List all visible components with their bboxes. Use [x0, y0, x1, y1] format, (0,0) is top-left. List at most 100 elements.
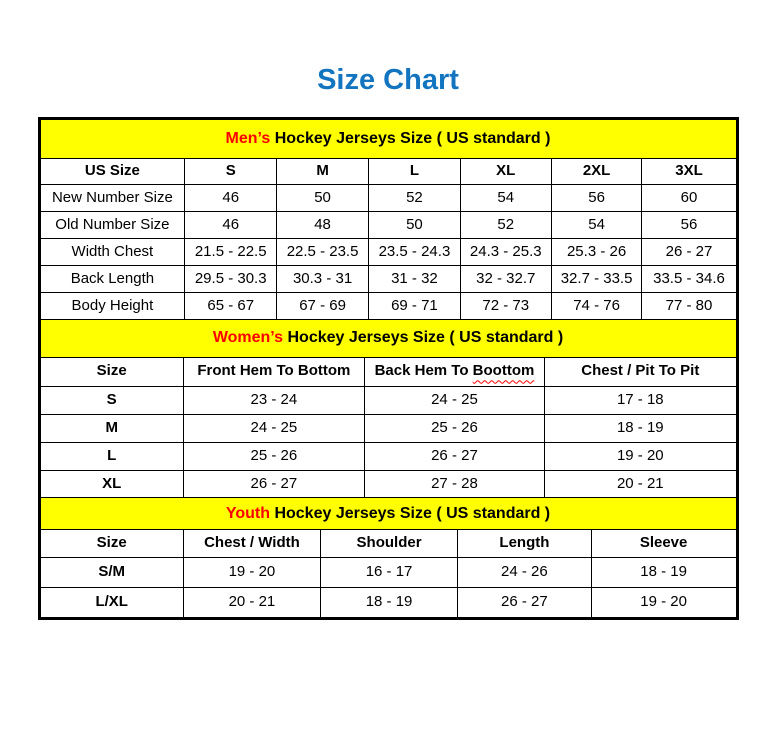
size-value: 56	[641, 211, 737, 239]
size-value: 19 - 20	[182, 557, 321, 588]
size-value: 56	[550, 184, 643, 212]
size-value: 52	[368, 184, 461, 212]
size-value: 25.3 - 26	[550, 238, 643, 266]
row-label: L/XL	[39, 587, 184, 618]
size-value: 17 - 18	[544, 385, 737, 415]
youth-data-row: S/M 19 - 20 16 - 17 24 - 26 18 - 19	[39, 557, 737, 588]
row-label: Old Number Size	[39, 211, 186, 239]
mens-data-row: Old Number Size 46 48 50 52 54 56	[39, 211, 737, 239]
size-value: 18 - 19	[544, 413, 737, 443]
mens-size-table: Men’s Hockey Jerseys Size ( US standard …	[39, 119, 737, 320]
column-header-mens-4: XL	[459, 158, 552, 185]
size-value: 24.3 - 25.3	[459, 238, 552, 266]
size-value: 26 - 27	[182, 469, 365, 499]
section-band-womens: Women’s Hockey Jerseys Size ( US standar…	[39, 318, 737, 358]
band-title-mens: Hockey Jerseys Size ( US standard )	[274, 130, 551, 148]
column-header-mens-6: 3XL	[641, 158, 737, 185]
column-header-mens-0: US Size	[39, 158, 186, 185]
size-value: 26 - 27	[363, 441, 546, 471]
page-title: Size Chart	[317, 64, 459, 96]
size-value: 25 - 26	[363, 413, 546, 443]
row-label: Back Length	[39, 265, 186, 293]
womens-data-row: XL 26 - 27 27 - 28 20 - 21	[39, 469, 737, 499]
section-band-mens: Men’s Hockey Jerseys Size ( US standard …	[39, 119, 737, 159]
row-label: New Number Size	[39, 184, 186, 212]
column-header-youth-0: Size	[39, 529, 184, 558]
size-value: 54	[550, 211, 643, 239]
size-value: 26 - 27	[457, 587, 592, 618]
size-value: 19 - 20	[544, 441, 737, 471]
youth-band-row: Youth Hockey Jerseys Size ( US standard …	[39, 497, 737, 530]
size-value: 72 - 73	[459, 292, 552, 320]
column-header-mens-5: 2XL	[550, 158, 643, 185]
mens-data-row: Width Chest 21.5 - 22.5 22.5 - 23.5 23.5 - …	[39, 238, 737, 266]
size-value: 54	[459, 184, 552, 212]
band-title-youth: Hockey Jerseys Size ( US standard )	[274, 504, 551, 522]
mens-data-row: Body Height 65 - 67 67 - 69 69 - 71 72 - 73 7…	[39, 292, 737, 320]
size-value: 27 - 28	[363, 469, 546, 499]
womens-data-row: M 24 - 25 25 - 26 18 - 19	[39, 413, 737, 443]
size-value: 16 - 17	[319, 557, 459, 588]
size-value: 21.5 - 22.5	[184, 238, 278, 266]
mens-data-row: Back Length 29.5 - 30.3 30.3 - 31 31 - 32 32…	[39, 265, 737, 293]
column-header-youth-4: Sleeve	[590, 529, 737, 558]
row-label: S/M	[39, 557, 184, 588]
mens-data-row: New Number Size 46 50 52 54 56 60	[39, 184, 737, 212]
size-value: 26 - 27	[641, 238, 737, 266]
band-title-womens: Hockey Jerseys Size ( US standard )	[287, 329, 564, 347]
womens-size-table: Women’s Hockey Jerseys Size ( US standar…	[39, 318, 737, 499]
size-value: 69 - 71	[368, 292, 461, 320]
column-header-mens-2: M	[276, 158, 369, 185]
size-value: 20 - 21	[182, 587, 321, 618]
column-header-womens-1: Front Hem To Bottom	[182, 356, 365, 387]
womens-data-row: S 23 - 24 24 - 25 17 - 18	[39, 385, 737, 415]
size-value: 24 - 25	[182, 413, 365, 443]
size-value: 24 - 25	[363, 385, 546, 415]
size-value: 20 - 21	[544, 469, 737, 499]
row-label: S	[39, 385, 184, 415]
womens-header-row: Size Front Hem To Bottom Back Hem To Boott…	[39, 356, 737, 387]
size-value: 60	[641, 184, 737, 212]
size-value: 25 - 26	[182, 441, 365, 471]
row-label: XL	[39, 469, 184, 499]
size-value: 46	[184, 211, 278, 239]
column-header-youth-3: Length	[457, 529, 592, 558]
band-accent-mens: Men’s	[225, 130, 271, 148]
size-value: 50	[368, 211, 461, 239]
row-label: Width Chest	[39, 238, 186, 266]
column-header-youth-2: Shoulder	[319, 529, 459, 558]
mens-band-row: Men’s Hockey Jerseys Size ( US standard …	[39, 119, 737, 159]
womens-band-row: Women’s Hockey Jerseys Size ( US standar…	[39, 318, 737, 358]
size-value: 23 - 24	[182, 385, 365, 415]
size-value: 67 - 69	[276, 292, 369, 320]
size-value: 50	[276, 184, 369, 212]
size-value: 52	[459, 211, 552, 239]
band-accent-youth: Youth	[225, 504, 270, 522]
size-chart-container: Men’s Hockey Jerseys Size ( US standard …	[37, 117, 739, 620]
column-header-womens-3: Chest / Pit To Pit	[544, 356, 737, 387]
size-value: 46	[184, 184, 278, 212]
band-accent-womens: Women’s	[212, 329, 284, 347]
youth-size-table: Youth Hockey Jerseys Size ( US standard …	[39, 497, 737, 618]
size-value: 22.5 - 23.5	[276, 238, 369, 266]
size-value: 32.7 - 33.5	[550, 265, 643, 293]
youth-data-row: L/XL 20 - 21 18 - 19 26 - 27 19 - 20	[39, 587, 737, 618]
size-value: 65 - 67	[184, 292, 278, 320]
column-header-mens-1: S	[184, 158, 278, 185]
size-value: 18 - 19	[590, 557, 737, 588]
header-text: Back Hem To	[374, 362, 473, 380]
size-value: 23.5 - 24.3	[368, 238, 461, 266]
section-band-youth: Youth Hockey Jerseys Size ( US standard …	[39, 497, 737, 530]
size-value: 31 - 32	[368, 265, 461, 293]
size-value: 32 - 32.7	[459, 265, 552, 293]
size-value: 29.5 - 30.3	[184, 265, 278, 293]
column-header-womens-0: Size	[39, 356, 184, 387]
column-header-womens-2: Back Hem To Boottom	[363, 356, 546, 387]
size-value: 33.5 - 34.6	[641, 265, 737, 293]
column-header-youth-1: Chest / Width	[182, 529, 321, 558]
womens-data-row: L 25 - 26 26 - 27 19 - 20	[39, 441, 737, 471]
size-value: 24 - 26	[457, 557, 592, 588]
size-value: 77 - 80	[641, 292, 737, 320]
size-value: 19 - 20	[590, 587, 737, 618]
row-label: M	[39, 413, 184, 443]
